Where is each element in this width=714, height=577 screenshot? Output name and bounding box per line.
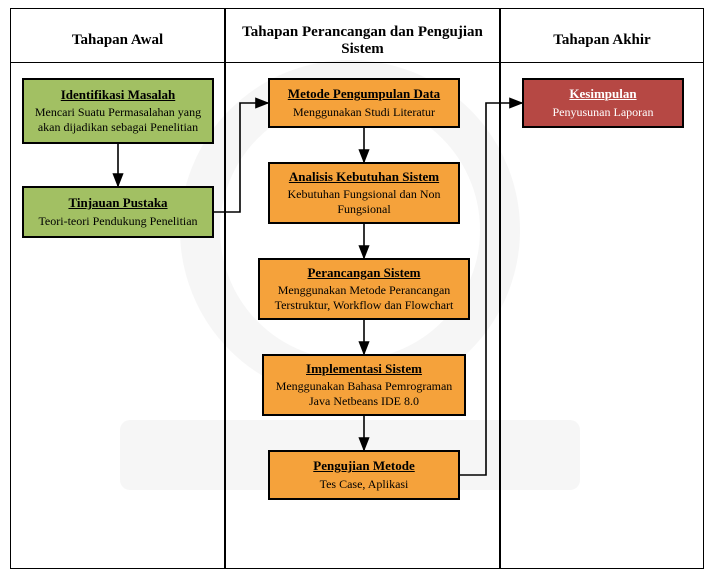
- node-analisis: Analisis Kebutuhan Sistem Kebutuhan Fungs…: [268, 162, 460, 224]
- node-title: Implementasi Sistem: [270, 361, 458, 377]
- node-subtitle: Penyusunan Laporan: [530, 105, 676, 120]
- node-pengujian: Pengujian Metode Tes Case, Aplikasi: [268, 450, 460, 500]
- node-implementasi: Implementasi Sistem Menggunakan Bahasa Pe…: [262, 354, 466, 416]
- node-title: Analisis Kebutuhan Sistem: [276, 169, 452, 185]
- node-title: Metode Pengumpulan Data: [276, 86, 452, 102]
- node-metode: Metode Pengumpulan Data Menggunakan Studi…: [268, 78, 460, 128]
- node-subtitle: Menggunakan Studi Literatur: [276, 105, 452, 120]
- column-header-awal: Tahapan Awal: [11, 19, 224, 63]
- node-subtitle: Teori-teori Pendukung Penelitian: [30, 214, 206, 229]
- node-perancangan: Perancangan Sistem Menggunakan Metode Per…: [258, 258, 470, 320]
- column-header-tengah: Tahapan Perancangan dan Pengujian Sistem: [226, 19, 499, 63]
- node-subtitle: Tes Case, Aplikasi: [276, 477, 452, 492]
- node-title: Tinjauan Pustaka: [30, 195, 206, 211]
- node-title: Identifikasi Masalah: [30, 87, 206, 103]
- node-title: Pengujian Metode: [276, 458, 452, 474]
- node-subtitle: Menggunakan Bahasa Pemrograman Java Netb…: [270, 379, 458, 409]
- node-title: Kesimpulan: [530, 86, 676, 102]
- node-subtitle: Menggunakan Metode Perancangan Terstrukt…: [266, 283, 462, 313]
- node-title: Perancangan Sistem: [266, 265, 462, 281]
- node-tinjauan: Tinjauan Pustaka Teori-teori Pendukung Pe…: [22, 186, 214, 238]
- node-subtitle: Kebutuhan Fungsional dan Non Fungsional: [276, 187, 452, 217]
- column-header-akhir: Tahapan Akhir: [501, 19, 703, 63]
- node-kesimpulan: Kesimpulan Penyusunan Laporan: [522, 78, 684, 128]
- node-subtitle: Mencari Suatu Permasalahan yang akan dij…: [30, 105, 206, 135]
- node-ident: Identifikasi Masalah Mencari Suatu Permas…: [22, 78, 214, 144]
